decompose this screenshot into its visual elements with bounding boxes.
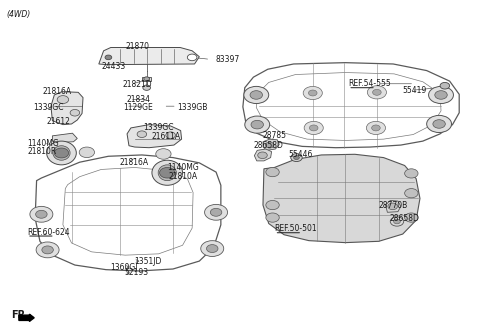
Circle shape	[245, 116, 270, 133]
Polygon shape	[385, 201, 401, 212]
Circle shape	[433, 120, 445, 128]
Circle shape	[265, 142, 274, 148]
Text: 1339GB: 1339GB	[177, 103, 207, 112]
Circle shape	[303, 86, 323, 100]
Text: 1339GC: 1339GC	[33, 103, 64, 112]
Text: 21821D: 21821D	[123, 80, 152, 89]
Text: 55419: 55419	[403, 86, 427, 95]
Polygon shape	[52, 133, 77, 142]
Text: 28658D: 28658D	[389, 214, 419, 223]
Circle shape	[70, 110, 80, 116]
Text: REF.50-501: REF.50-501	[275, 224, 317, 233]
Circle shape	[204, 205, 228, 220]
Circle shape	[187, 54, 197, 61]
Circle shape	[310, 125, 318, 131]
Polygon shape	[263, 154, 420, 243]
Text: 21834: 21834	[127, 95, 151, 104]
Circle shape	[42, 246, 53, 254]
Text: REF.54-555: REF.54-555	[348, 79, 391, 88]
Circle shape	[244, 86, 269, 104]
Text: 21810R: 21810R	[27, 147, 56, 156]
Circle shape	[166, 132, 175, 138]
Polygon shape	[127, 125, 181, 148]
Circle shape	[206, 245, 218, 253]
Circle shape	[144, 77, 150, 81]
Circle shape	[429, 86, 454, 104]
Text: 1140MG: 1140MG	[167, 163, 199, 172]
Polygon shape	[99, 48, 199, 65]
Circle shape	[137, 131, 147, 137]
Ellipse shape	[158, 165, 176, 181]
Circle shape	[291, 154, 302, 162]
Circle shape	[266, 167, 279, 177]
Ellipse shape	[152, 160, 182, 185]
Circle shape	[36, 210, 47, 218]
Text: 52193: 52193	[124, 268, 148, 277]
Circle shape	[36, 242, 59, 258]
Text: 24433: 24433	[101, 62, 125, 71]
Circle shape	[304, 121, 323, 134]
Circle shape	[266, 201, 279, 210]
Circle shape	[266, 213, 279, 222]
Text: 55446: 55446	[288, 150, 312, 159]
Ellipse shape	[53, 146, 70, 160]
Circle shape	[250, 91, 263, 99]
Ellipse shape	[47, 141, 76, 165]
Text: 1360GJ: 1360GJ	[110, 262, 137, 271]
Text: 28658D: 28658D	[253, 141, 283, 150]
Text: 1140MG: 1140MG	[27, 139, 59, 148]
Circle shape	[156, 149, 171, 159]
Polygon shape	[263, 139, 279, 150]
Circle shape	[367, 86, 386, 99]
Circle shape	[30, 206, 53, 222]
Circle shape	[435, 91, 447, 99]
Circle shape	[309, 90, 317, 96]
Polygon shape	[51, 92, 83, 125]
Circle shape	[405, 189, 418, 198]
Circle shape	[388, 203, 397, 210]
Circle shape	[258, 152, 267, 159]
Circle shape	[210, 208, 222, 216]
Text: 21611A: 21611A	[152, 132, 180, 141]
Circle shape	[79, 147, 95, 158]
Text: 1129GE: 1129GE	[123, 103, 153, 112]
Circle shape	[54, 148, 69, 158]
Circle shape	[394, 219, 400, 224]
Circle shape	[405, 169, 418, 178]
Circle shape	[251, 120, 264, 129]
Circle shape	[372, 89, 381, 95]
Text: 21612: 21612	[46, 117, 70, 126]
Circle shape	[440, 82, 450, 89]
Circle shape	[366, 121, 385, 134]
Circle shape	[405, 213, 418, 222]
Text: 21870: 21870	[125, 42, 149, 51]
Circle shape	[390, 217, 404, 226]
Text: (4WD): (4WD)	[6, 10, 31, 19]
Circle shape	[143, 85, 151, 90]
Polygon shape	[254, 149, 272, 161]
Circle shape	[201, 241, 224, 257]
Text: 1351JD: 1351JD	[134, 257, 161, 265]
Circle shape	[105, 55, 112, 60]
Circle shape	[57, 96, 69, 104]
Text: 1339GC: 1339GC	[144, 123, 174, 132]
Circle shape	[159, 167, 175, 178]
Polygon shape	[143, 76, 151, 81]
Text: 28770B: 28770B	[379, 201, 408, 210]
Circle shape	[294, 156, 300, 160]
Text: REF.60-624: REF.60-624	[27, 228, 70, 237]
Circle shape	[427, 116, 452, 132]
Text: 28785: 28785	[262, 131, 286, 140]
FancyArrow shape	[19, 314, 34, 321]
Text: 21816A: 21816A	[120, 158, 148, 167]
Text: 21816A: 21816A	[43, 86, 72, 96]
Text: FR.: FR.	[11, 310, 29, 320]
Text: 21810A: 21810A	[168, 172, 197, 181]
Circle shape	[372, 125, 380, 131]
Text: 83397: 83397	[215, 55, 240, 64]
